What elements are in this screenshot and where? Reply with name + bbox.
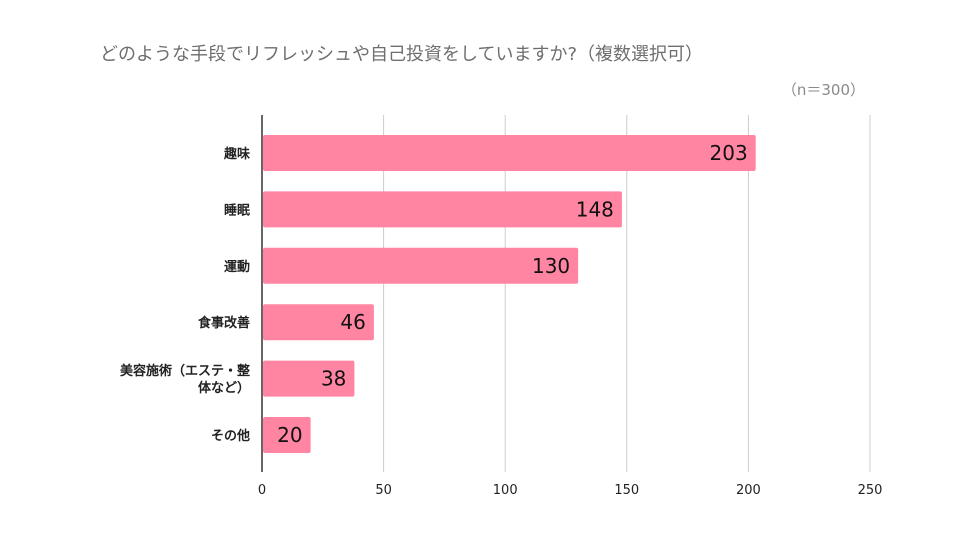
chart-subtitle: （n＝300） <box>781 81 865 99</box>
bar <box>263 304 374 341</box>
x-tick-label: 100 <box>493 483 518 498</box>
x-tick-label: 250 <box>858 483 883 498</box>
bar-layer <box>263 135 756 453</box>
category-label-line: 睡眠 <box>224 202 250 218</box>
category-label-line: 体など） <box>198 380 250 396</box>
category-label: 趣味 <box>223 146 250 162</box>
category-label-line: 美容施術（エステ・整 <box>120 363 251 379</box>
category-label-line: 運動 <box>224 259 250 275</box>
bar-value-label: 148 <box>576 197 614 221</box>
category-label: 美容施術（エステ・整体など） <box>120 363 251 396</box>
bar <box>263 247 579 284</box>
x-tick-label: 200 <box>736 483 761 498</box>
chart-title: どのような手段でリフレッシュや自己投資をしていますか?（複数選択可） <box>100 44 704 65</box>
category-label: 食事改善 <box>198 315 250 331</box>
label-layer: 0 50 100 150 200 250 203 趣味 148 睡眠 130 運動 46 食事改善 38 美容… <box>120 141 882 498</box>
grid-layer <box>261 115 871 472</box>
bar-value-label: 38 <box>321 367 346 391</box>
category-label-line: 食事改善 <box>198 315 250 331</box>
bar <box>263 417 311 453</box>
bar <box>263 135 756 171</box>
bar-value-label: 130 <box>532 254 570 278</box>
category-label: その他 <box>211 428 250 444</box>
x-tick-label: 0 <box>258 483 266 498</box>
category-label: 睡眠 <box>224 202 250 218</box>
category-label: 運動 <box>224 259 250 275</box>
x-tick-label: 50 <box>375 483 392 498</box>
category-label-line: その他 <box>211 428 250 444</box>
x-tick-label: 150 <box>614 483 639 498</box>
bar-value-label: 20 <box>277 423 302 447</box>
bar-value-label: 203 <box>710 141 748 165</box>
bar <box>263 191 622 228</box>
bar <box>263 360 355 397</box>
category-label-line: 趣味 <box>223 146 250 162</box>
bar-value-label: 46 <box>340 310 365 334</box>
